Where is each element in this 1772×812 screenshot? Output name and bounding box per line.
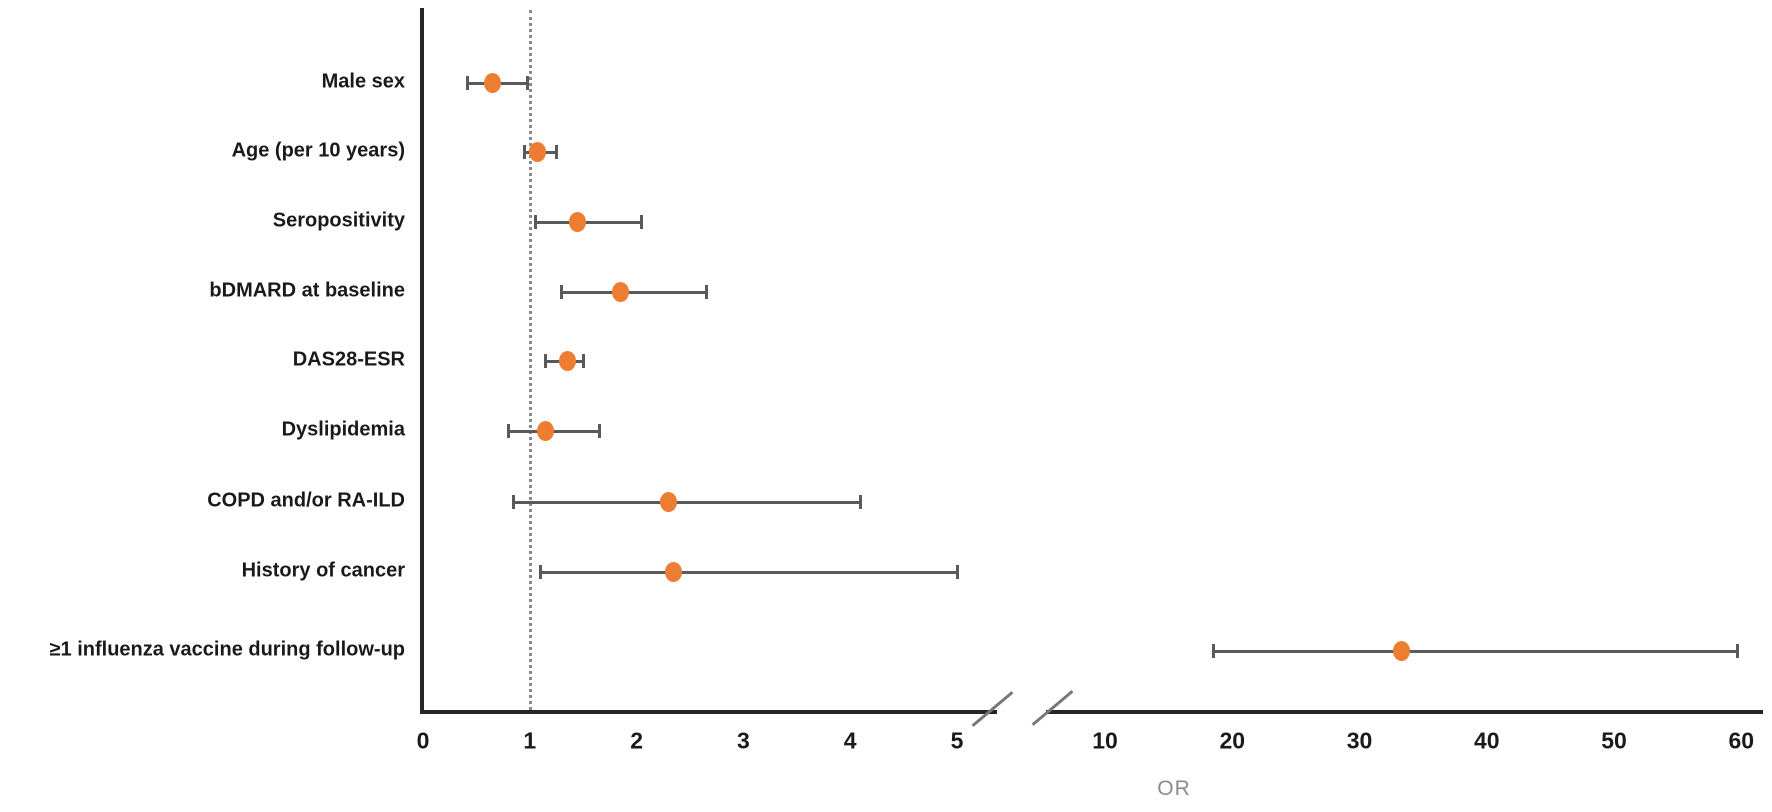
x-tick-label: 20: [1219, 727, 1246, 754]
ci-whisker: [535, 220, 642, 224]
or-point: [569, 212, 587, 232]
ci-cap-high: [1735, 644, 1739, 658]
row-label: Seropositivity: [272, 209, 405, 232]
ci-cap-low: [466, 76, 470, 90]
or-point: [537, 421, 555, 441]
reference-line-or-1: [529, 10, 532, 710]
x-tick-label: 10: [1092, 727, 1118, 754]
or-point: [665, 562, 683, 582]
x-axis-segment-2: [1046, 710, 1763, 714]
ci-cap-low: [544, 354, 548, 368]
axis-break-slash-right: [1031, 690, 1074, 726]
x-tick-label: 50: [1601, 727, 1627, 754]
x-tick-label: 2: [630, 727, 643, 754]
y-axis-line: [420, 8, 424, 712]
ci-cap-high: [526, 76, 530, 90]
x-axis-label: OR: [1157, 777, 1191, 800]
ci-cap-low: [538, 565, 542, 579]
ci-whisker: [1213, 649, 1738, 653]
ci-cap-low: [1211, 644, 1215, 658]
ci-cap-high: [859, 495, 863, 509]
or-point: [528, 142, 546, 162]
or-point: [483, 73, 501, 93]
x-tick-label: 4: [843, 727, 857, 754]
ci-cap-high: [555, 145, 558, 159]
x-tick-label: 0: [416, 727, 430, 754]
or-point: [612, 282, 630, 302]
ci-cap-high: [581, 354, 585, 368]
x-tick-label: 30: [1346, 727, 1373, 754]
x-tick-label: 3: [736, 727, 750, 754]
row-label: bDMARD at baseline: [209, 279, 405, 302]
ci-whisker: [513, 500, 861, 504]
ci-cap-low: [533, 215, 537, 229]
ci-cap-high: [704, 285, 708, 299]
row-label: Age (per 10 years): [231, 139, 405, 162]
row-label: Male sex: [321, 70, 405, 93]
or-point: [1392, 641, 1410, 661]
row-label: History of cancer: [241, 559, 405, 582]
ci-cap-high: [955, 565, 959, 579]
or-point: [558, 351, 576, 371]
row-label: ≥1 influenza vaccine during follow-up: [49, 638, 405, 661]
ci-cap-high: [597, 424, 601, 438]
row-label: DAS28-ESR: [292, 348, 405, 371]
ci-cap-low: [506, 424, 510, 438]
ci-whisker: [561, 290, 706, 294]
ci-whisker: [540, 570, 957, 574]
x-tick-label: 40: [1473, 727, 1500, 754]
ci-cap-high: [640, 215, 644, 229]
row-label: Dyslipidemia: [281, 418, 405, 441]
ci-cap-low: [560, 285, 564, 299]
row-label: COPD and/or RA-ILD: [207, 489, 405, 512]
x-axis-segment-1: [420, 710, 997, 714]
x-tick-label: 5: [950, 727, 964, 754]
axis-break-slash-left: [971, 691, 1014, 727]
x-tick-label: 60: [1728, 727, 1755, 754]
x-tick-label: 1: [523, 727, 537, 754]
ci-cap-low: [512, 495, 516, 509]
ci-cap-low: [522, 145, 526, 159]
or-point: [660, 492, 678, 512]
